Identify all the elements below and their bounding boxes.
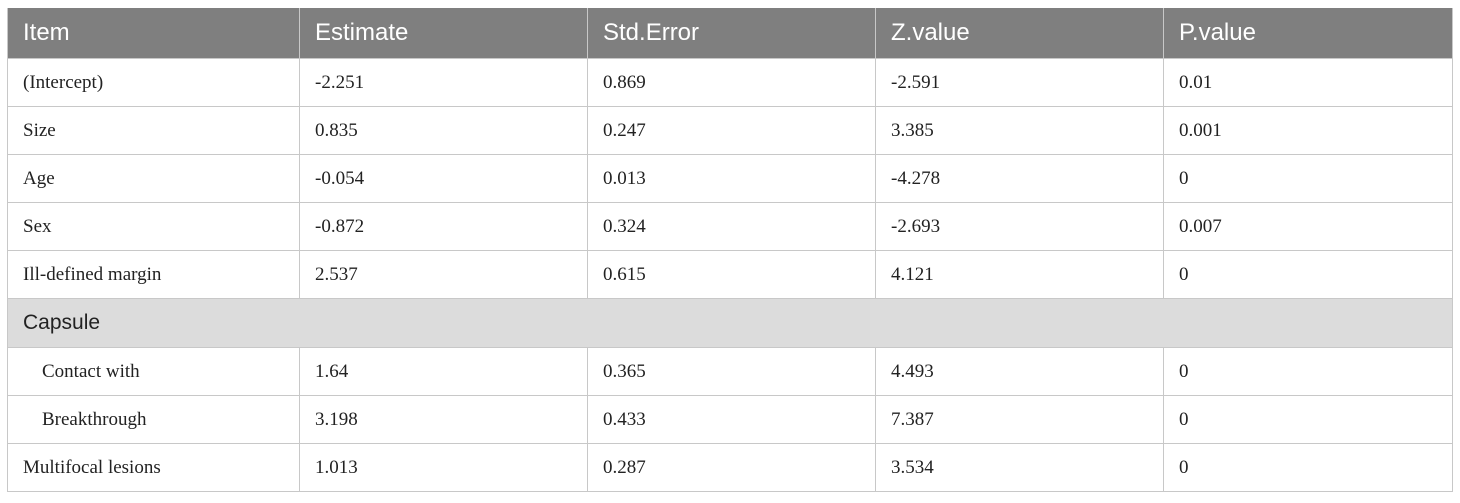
cell-estimate: 3.198	[299, 395, 588, 444]
cell-estimate: -0.872	[299, 202, 588, 251]
header-row: Item Estimate Std.Error Z.value P.value	[7, 8, 1453, 59]
cell-z-value: 4.121	[875, 250, 1164, 299]
table-row: Breakthrough 3.198 0.433 7.387 0	[7, 395, 1453, 444]
group-label-capsule: Capsule	[7, 298, 1453, 348]
cell-item: Ill-defined margin	[7, 250, 300, 299]
cell-z-value: 3.385	[875, 106, 1164, 155]
cell-estimate: -2.251	[299, 58, 588, 107]
cell-std-error: 0.869	[587, 58, 876, 107]
table-row: Size 0.835 0.247 3.385 0.001	[7, 106, 1453, 155]
cell-p-value: 0	[1163, 347, 1453, 396]
cell-estimate: 1.64	[299, 347, 588, 396]
header-estimate: Estimate	[299, 8, 588, 59]
cell-p-value: 0	[1163, 154, 1453, 203]
table-row: Contact with 1.64 0.365 4.493 0	[7, 347, 1453, 396]
header-std-error: Std.Error	[587, 8, 876, 59]
cell-item: Contact with	[7, 347, 300, 396]
cell-estimate: 1.013	[299, 443, 588, 492]
cell-std-error: 0.013	[587, 154, 876, 203]
regression-table: Item Estimate Std.Error Z.value P.value …	[7, 8, 1453, 492]
cell-p-value: 0.01	[1163, 58, 1453, 107]
cell-std-error: 0.287	[587, 443, 876, 492]
cell-std-error: 0.615	[587, 250, 876, 299]
cell-std-error: 0.365	[587, 347, 876, 396]
cell-p-value: 0	[1163, 443, 1453, 492]
cell-estimate: 0.835	[299, 106, 588, 155]
cell-std-error: 0.247	[587, 106, 876, 155]
cell-std-error: 0.433	[587, 395, 876, 444]
cell-item: Size	[7, 106, 300, 155]
cell-z-value: -2.591	[875, 58, 1164, 107]
cell-p-value: 0	[1163, 395, 1453, 444]
cell-z-value: 3.534	[875, 443, 1164, 492]
cell-z-value: -4.278	[875, 154, 1164, 203]
cell-z-value: 7.387	[875, 395, 1164, 444]
table-row: Ill-defined margin 2.537 0.615 4.121 0	[7, 250, 1453, 299]
table-row: (Intercept) -2.251 0.869 -2.591 0.01	[7, 58, 1453, 107]
regression-table-container: Item Estimate Std.Error Z.value P.value …	[7, 8, 1453, 492]
cell-item: Age	[7, 154, 300, 203]
group-header-row: Capsule	[7, 298, 1453, 348]
cell-estimate: -0.054	[299, 154, 588, 203]
table-row: Age -0.054 0.013 -4.278 0	[7, 154, 1453, 203]
table-row: Multifocal lesions 1.013 0.287 3.534 0	[7, 443, 1453, 492]
table-row: Sex -0.872 0.324 -2.693 0.007	[7, 202, 1453, 251]
cell-z-value: 4.493	[875, 347, 1164, 396]
header-z-value: Z.value	[875, 8, 1164, 59]
cell-item: Multifocal lesions	[7, 443, 300, 492]
cell-item: Sex	[7, 202, 300, 251]
header-p-value: P.value	[1163, 8, 1453, 59]
cell-estimate: 2.537	[299, 250, 588, 299]
cell-p-value: 0.001	[1163, 106, 1453, 155]
header-item: Item	[7, 8, 300, 59]
cell-item: (Intercept)	[7, 58, 300, 107]
cell-p-value: 0	[1163, 250, 1453, 299]
cell-z-value: -2.693	[875, 202, 1164, 251]
cell-p-value: 0.007	[1163, 202, 1453, 251]
cell-item: Breakthrough	[7, 395, 300, 444]
cell-std-error: 0.324	[587, 202, 876, 251]
